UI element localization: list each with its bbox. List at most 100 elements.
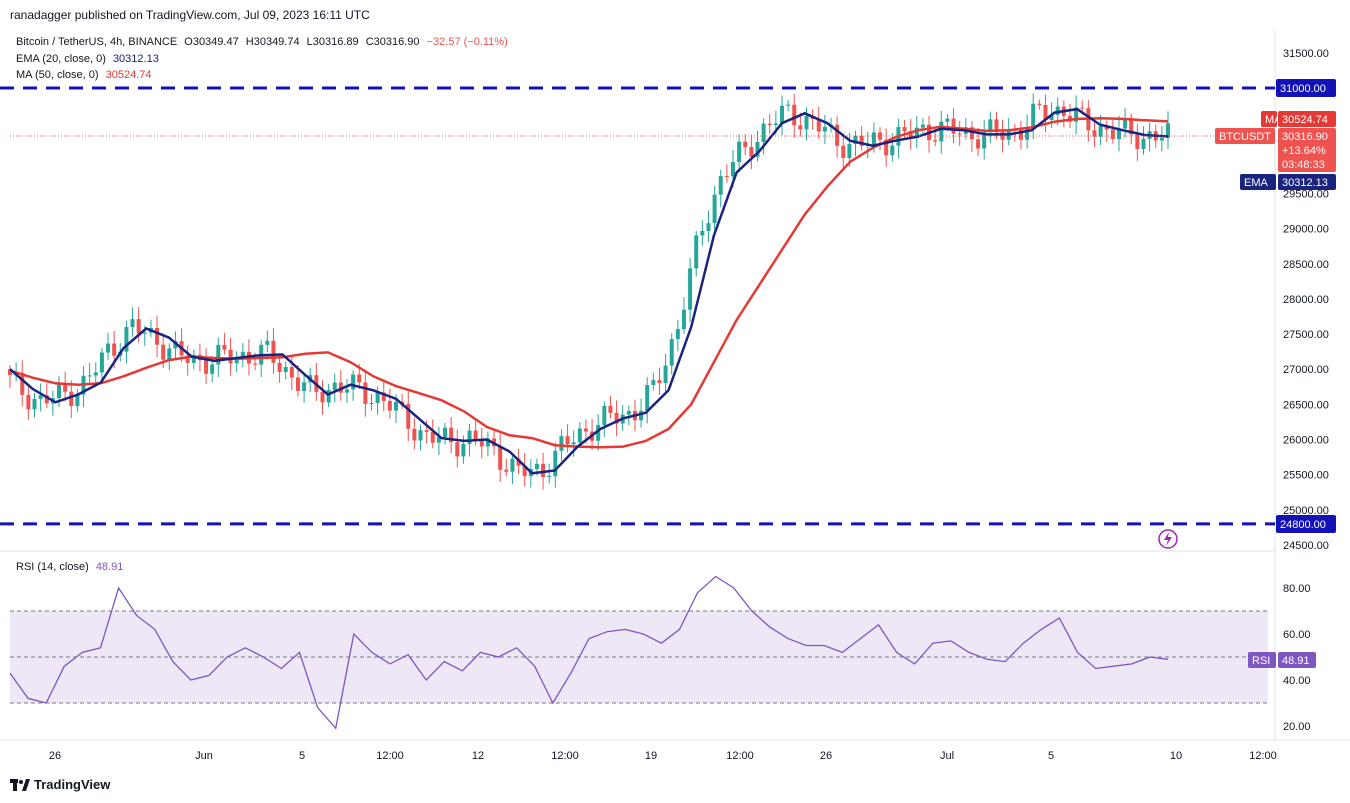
time-axis-tick: 12 bbox=[472, 750, 484, 762]
time-axis-tick: 26 bbox=[49, 750, 61, 762]
ma-tag-label-bg bbox=[1261, 111, 1277, 127]
lightning-alert-icon[interactable] bbox=[1158, 529, 1178, 549]
rsi-tag-label-bg bbox=[1248, 652, 1276, 668]
candle-body bbox=[608, 405, 613, 413]
candle-body bbox=[639, 410, 644, 421]
candle-body bbox=[1055, 106, 1060, 115]
candle-body bbox=[749, 147, 754, 157]
candle-body bbox=[614, 412, 619, 424]
candle-body bbox=[559, 436, 564, 451]
candle-body bbox=[75, 394, 80, 407]
ohlc-high: H30349.74 bbox=[245, 36, 300, 48]
tradingview-logo-icon bbox=[10, 778, 30, 791]
candle-body bbox=[798, 125, 803, 130]
candle-body bbox=[681, 309, 686, 330]
ema-tag-value: 30312.13 bbox=[1282, 177, 1328, 189]
price-axis-tick: 29500.00 bbox=[1283, 188, 1329, 200]
candle-body bbox=[191, 354, 196, 363]
ema-line bbox=[9, 107, 1169, 475]
resistance-tag: 31000.00 bbox=[1280, 83, 1326, 95]
rsi-legend-value: 48.91 bbox=[95, 561, 124, 573]
ema-legend[interactable]: EMA (20, close, 0) 30312.13 bbox=[16, 53, 163, 65]
candle-body bbox=[547, 476, 552, 478]
candle-body bbox=[645, 385, 650, 411]
candle-body bbox=[706, 223, 711, 231]
candle-body bbox=[553, 450, 558, 477]
price-axis-tick: 24500.00 bbox=[1283, 540, 1329, 552]
candle-body bbox=[326, 390, 331, 403]
candle-body bbox=[1018, 129, 1023, 140]
candle-body bbox=[1123, 118, 1128, 129]
time-axis-tick: 12:00 bbox=[726, 750, 754, 762]
rsi-tag-value: 48.91 bbox=[1282, 655, 1310, 667]
candle-body bbox=[792, 104, 797, 126]
candle-body bbox=[583, 428, 588, 432]
ma-legend-label: MA (50, close, 0) bbox=[16, 69, 99, 81]
candle-body bbox=[761, 123, 766, 143]
tradingview-logo[interactable]: TradingView bbox=[10, 777, 110, 792]
candle-body bbox=[969, 127, 974, 140]
rsi-tag-label: RSI bbox=[1252, 655, 1270, 667]
candle-body bbox=[994, 119, 999, 132]
publisher-line: ranadagger published on TradingView.com,… bbox=[10, 8, 370, 22]
candle-body bbox=[155, 327, 160, 345]
rsi-legend[interactable]: RSI (14, close) 48.91 bbox=[16, 561, 127, 573]
rsi-axis-tick: 40.00 bbox=[1283, 675, 1311, 687]
candle-body bbox=[26, 394, 31, 410]
candle-body bbox=[234, 357, 239, 364]
candle-body bbox=[1037, 103, 1042, 105]
candle-body bbox=[461, 443, 466, 457]
candle-body bbox=[430, 431, 435, 443]
candle-body bbox=[712, 194, 717, 224]
rsi-tag-value-bg bbox=[1278, 652, 1316, 668]
candle-body bbox=[406, 403, 411, 429]
ma-legend[interactable]: MA (50, close, 0) 30524.74 bbox=[16, 69, 156, 81]
ma-line bbox=[9, 116, 1169, 449]
candle-body bbox=[951, 118, 956, 134]
candle-body bbox=[957, 133, 962, 135]
candle-body bbox=[295, 377, 300, 391]
rsi-line bbox=[9, 575, 1169, 730]
candle-body bbox=[1141, 138, 1146, 149]
candle-body bbox=[1049, 114, 1054, 120]
candle-body bbox=[1166, 123, 1170, 139]
candle-body bbox=[669, 339, 674, 366]
candle-body bbox=[755, 142, 760, 157]
time-axis-tick: 5 bbox=[1048, 750, 1054, 762]
candle-body bbox=[1092, 130, 1097, 137]
candle-body bbox=[688, 268, 693, 310]
candle-body bbox=[277, 362, 282, 372]
candle-body bbox=[1031, 103, 1036, 128]
candle-body bbox=[663, 365, 668, 384]
candle-body bbox=[626, 411, 631, 415]
time-axis-tick: 26 bbox=[820, 750, 832, 762]
candle-body bbox=[522, 465, 527, 477]
symbol-title[interactable]: Bitcoin / TetherUS, 4h, BINANCE bbox=[16, 36, 178, 48]
rsi-band-fill bbox=[10, 611, 1268, 703]
candle-body bbox=[1135, 134, 1140, 149]
time-axis-tick: 10 bbox=[1170, 750, 1182, 762]
candle-body bbox=[381, 392, 386, 401]
candle-body bbox=[204, 360, 209, 374]
candle-body bbox=[976, 139, 981, 149]
candle-body bbox=[332, 382, 337, 391]
candle-body bbox=[69, 391, 74, 407]
price-axis-tick: 28500.00 bbox=[1283, 259, 1329, 271]
last-tag-bg bbox=[1278, 128, 1336, 172]
ema-tag-value-bg bbox=[1278, 174, 1336, 190]
price-axis-tick: 28000.00 bbox=[1283, 294, 1329, 306]
candle-body bbox=[835, 124, 840, 146]
candle-body bbox=[265, 340, 270, 345]
candle-body bbox=[44, 395, 49, 404]
candle-body bbox=[142, 332, 147, 334]
rsi-axis-tick: 80.00 bbox=[1283, 583, 1311, 595]
axes: 24500.00 25000.00 25500.00 26000.00 26500.00… bbox=[49, 48, 1329, 762]
time-axis-tick: 19 bbox=[645, 750, 657, 762]
last-tag-label: BTCUSDT bbox=[1219, 131, 1271, 143]
price-axis-tick: 26000.00 bbox=[1283, 435, 1329, 447]
candle-body bbox=[228, 349, 233, 364]
candlesticks bbox=[8, 93, 1170, 490]
price-axis-tick: 27000.00 bbox=[1283, 364, 1329, 376]
last-tag-label-bg bbox=[1215, 128, 1275, 144]
